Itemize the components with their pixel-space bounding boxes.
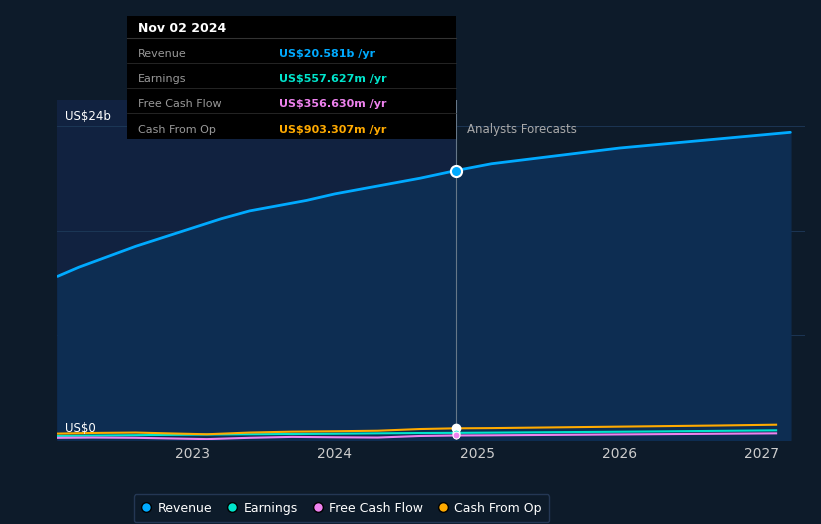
Text: Nov 02 2024: Nov 02 2024	[138, 23, 226, 35]
Legend: Revenue, Earnings, Free Cash Flow, Cash From Op: Revenue, Earnings, Free Cash Flow, Cash …	[134, 495, 549, 522]
Text: US$356.630m /yr: US$356.630m /yr	[279, 100, 387, 110]
Text: Past: Past	[415, 123, 444, 136]
Text: US$24b: US$24b	[65, 110, 111, 123]
Text: Analysts Forecasts: Analysts Forecasts	[467, 123, 577, 136]
Text: US$20.581b /yr: US$20.581b /yr	[279, 49, 375, 59]
Text: Cash From Op: Cash From Op	[138, 125, 216, 135]
Text: Revenue: Revenue	[138, 49, 186, 59]
Text: Earnings: Earnings	[138, 74, 186, 84]
Text: US$903.307m /yr: US$903.307m /yr	[279, 125, 387, 135]
Text: US$0: US$0	[65, 422, 95, 435]
Bar	[57, 100, 456, 440]
Text: Free Cash Flow: Free Cash Flow	[138, 100, 222, 110]
Text: US$557.627m /yr: US$557.627m /yr	[279, 74, 387, 84]
